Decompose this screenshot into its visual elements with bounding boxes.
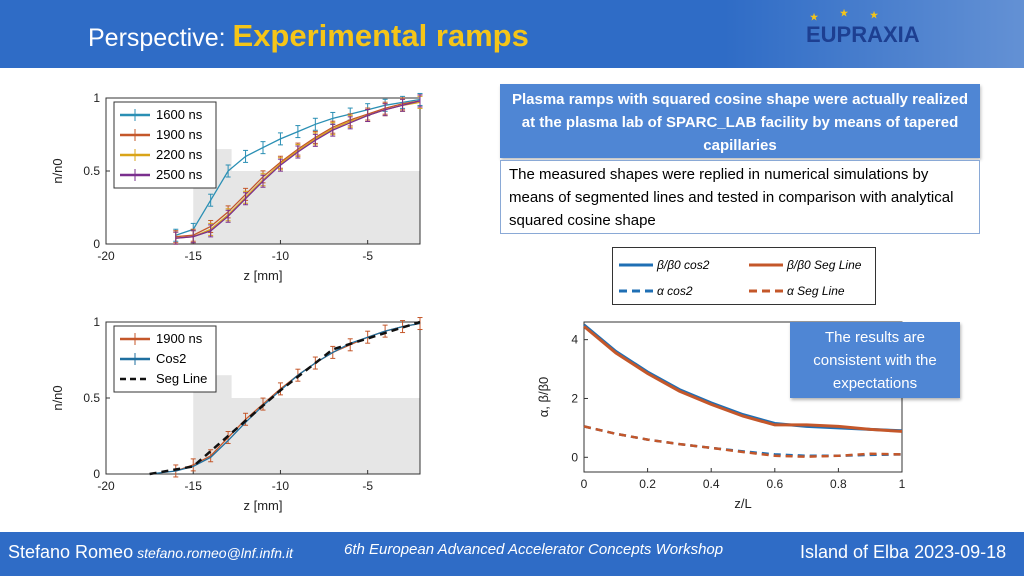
footer-place-date: Island of Elba 2023-09-18 (800, 542, 1007, 562)
y-tick-label: 4 (571, 333, 578, 347)
y-tick-label: 1 (93, 315, 100, 329)
slide-title: Perspective: Experimental ramps (88, 18, 529, 54)
x-tick-label: 0 (581, 477, 588, 491)
x-axis-label: z [mm] (244, 498, 283, 513)
footer-bar: Stefano Romeo stefano.romeo@lnf.infn.it 6… (0, 532, 1024, 576)
y-tick-label: 0 (93, 467, 100, 481)
footer-conference: 6th European Advanced Accelerator Concep… (344, 541, 724, 558)
title-prefix: Perspective: (88, 24, 226, 52)
legend-label: 2200 ns (156, 147, 203, 162)
y-tick-label: 0 (571, 450, 578, 464)
x-tick-label: 0.4 (703, 477, 720, 491)
x-tick-label: 0.2 (639, 477, 656, 491)
x-axis-label: z [mm] (244, 268, 283, 283)
x-tick-label: -5 (362, 249, 373, 263)
plateau-shade (193, 171, 420, 244)
info-body: The measured shapes were replied in nume… (500, 160, 980, 234)
y-tick-label: 0.5 (83, 391, 100, 405)
series-line (583, 425, 903, 458)
legend-label: 1900 ns (156, 331, 203, 346)
header-bar (0, 0, 1024, 68)
logo-star-icon: ★ (840, 8, 849, 18)
plateau-shade (193, 398, 420, 474)
header-shade (724, 0, 1024, 68)
legend-box (113, 101, 217, 189)
author-email: stefano.romeo@lnf.infn.it (137, 545, 293, 561)
eupraxia-logo: ★ ★ ★ EUPRAXIA (806, 8, 920, 48)
chart-twiss-functions: 0 0.2 0.4 0.6 0.8 1 0 2 4 z/L α, β/β0 (536, 321, 906, 511)
logo-star-icon: ★ (870, 10, 879, 20)
legend-twiss-svg: β/β0 cos2 β/β0 Seg Line α cos2 α Seg Lin… (619, 258, 862, 298)
legend-label: 1900 ns (156, 127, 203, 142)
series-line (149, 320, 421, 476)
x-tick-label: -10 (272, 479, 290, 493)
author-name: Stefano Romeo (8, 542, 134, 562)
legend-beta-cos: β/β0 cos2 (656, 258, 710, 272)
series-line (583, 325, 903, 433)
legend-label: Seg Line (156, 371, 207, 386)
legend-beta-seg: β/β0 Seg Line (786, 258, 862, 272)
x-tick-label: -5 (362, 479, 373, 493)
logo-text: EUPRAXIA (806, 22, 920, 47)
legend-alpha-cos: α cos2 (657, 284, 693, 298)
x-tick-label: -15 (185, 249, 203, 263)
x-tick-label: -15 (185, 479, 203, 493)
info-heading: Plasma ramps with squared cosine shape w… (500, 84, 980, 158)
chart-fit-comparison: -20 -15 -10 -5 0 0.5 1 z [mm] n/n0 1900 ns Cos2 Seg… (50, 315, 423, 513)
x-tick-label: 0.6 (766, 477, 783, 491)
legend-alpha-seg: α Seg Line (787, 284, 845, 298)
y-tick-label: 0 (93, 237, 100, 251)
y-axis-label: n/n0 (50, 385, 65, 410)
logo-star-icon: ★ (810, 12, 819, 22)
chart-experimental-profiles: -20 -15 -10 -5 0 0.5 1 z [mm] n/n0 1600 ns 1900 ns… (50, 91, 423, 283)
legend-label: Cos2 (156, 351, 186, 366)
x-tick-label: -20 (97, 249, 115, 263)
legend-twiss: β/β0 cos2 β/β0 Seg Line α cos2 α Seg Lin… (612, 247, 876, 305)
legend-label: 1600 ns (156, 107, 203, 122)
y-axis-label: n/n0 (50, 158, 65, 183)
y-tick-label: 2 (571, 391, 578, 405)
x-tick-label: -10 (272, 249, 290, 263)
title-highlight: Experimental ramps (232, 18, 529, 53)
legend-label: 2500 ns (156, 167, 203, 182)
x-tick-label: -20 (97, 479, 115, 493)
y-tick-label: 1 (93, 91, 100, 105)
y-tick-label: 0.5 (83, 164, 100, 178)
y-axis-label: α, β/β0 (536, 377, 551, 418)
footer-author: Stefano Romeo stefano.romeo@lnf.infn.it (8, 542, 293, 563)
x-tick-label: 0.8 (830, 477, 847, 491)
x-tick-label: 1 (899, 477, 906, 491)
x-axis-label: z/L (734, 496, 751, 511)
result-box: The results are consistent with the expe… (790, 322, 960, 398)
